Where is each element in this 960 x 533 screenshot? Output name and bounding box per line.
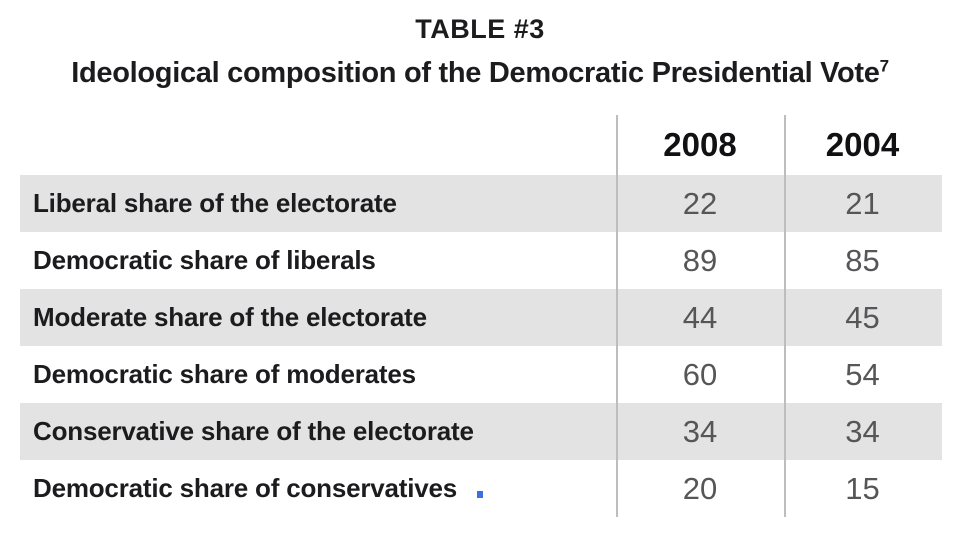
value-2008: 34 bbox=[682, 413, 718, 449]
table-row: Conservative share of the electorate 34 … bbox=[20, 403, 942, 460]
value-2008: 22 bbox=[682, 185, 718, 221]
footnote-marker: 7 bbox=[879, 56, 889, 76]
value-2004: 54 bbox=[845, 356, 880, 392]
data-table: 2008 2004 Liberal share of the electorat… bbox=[20, 115, 942, 517]
figure-subtitle: Ideological composition of the Democrati… bbox=[0, 57, 960, 90]
table-row: Democratic share of liberals 89 85 bbox=[20, 232, 942, 289]
row-label: Democratic share of moderates bbox=[33, 359, 416, 389]
subtitle-text: Ideological composition of the Democrati… bbox=[71, 57, 880, 89]
table-header-row: 2008 2004 bbox=[20, 115, 942, 175]
row-label: Democratic share of conservatives bbox=[33, 473, 458, 503]
value-2004: 45 bbox=[845, 299, 880, 335]
row-label: Liberal share of the electorate bbox=[33, 188, 397, 218]
table-row: Moderate share of the electorate 44 45 bbox=[20, 289, 942, 346]
column-divider-left bbox=[616, 115, 618, 517]
value-2004: 85 bbox=[845, 242, 880, 278]
table-row: Liberal share of the electorate 22 21 bbox=[20, 175, 942, 232]
column-divider-right bbox=[784, 115, 786, 517]
row-label: Conservative share of the electorate bbox=[33, 416, 474, 446]
row-label: Democratic share of liberals bbox=[33, 245, 376, 275]
text-cursor-artifact bbox=[477, 491, 483, 498]
column-header-2008: 2008 bbox=[663, 126, 737, 163]
value-2004: 34 bbox=[845, 413, 880, 449]
figure-title: TABLE #3 bbox=[415, 14, 545, 44]
table-row: Democratic share of moderates 60 54 bbox=[20, 346, 942, 403]
row-label: Moderate share of the electorate bbox=[33, 302, 427, 332]
value-2004: 21 bbox=[845, 185, 880, 221]
column-header-2004: 2004 bbox=[825, 126, 900, 163]
value-2008: 89 bbox=[682, 242, 718, 278]
value-2008: 20 bbox=[682, 470, 718, 506]
value-2008: 60 bbox=[682, 356, 718, 392]
value-2004: 15 bbox=[845, 470, 880, 506]
value-2008: 44 bbox=[682, 299, 718, 335]
table-row: Democratic share of conservatives 20 15 bbox=[20, 460, 942, 517]
